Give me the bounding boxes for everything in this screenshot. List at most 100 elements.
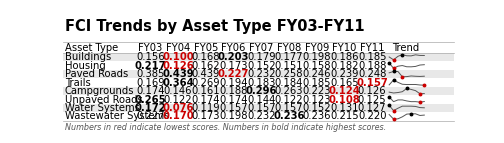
Text: 0.100: 0.100 <box>162 52 194 62</box>
Text: 0.122: 0.122 <box>164 95 193 105</box>
Text: Housing: Housing <box>65 61 106 71</box>
Text: Buildings: Buildings <box>65 52 111 62</box>
Text: 0.152: 0.152 <box>247 61 276 71</box>
Text: FY10: FY10 <box>332 43 357 53</box>
Text: 0.170: 0.170 <box>162 111 194 121</box>
Text: 0.177: 0.177 <box>275 52 303 62</box>
Text: 0.188: 0.188 <box>219 86 247 96</box>
Text: 0.265: 0.265 <box>135 95 166 105</box>
Text: FY06: FY06 <box>221 43 245 53</box>
Text: 0.126: 0.126 <box>358 86 387 96</box>
Text: 0.161: 0.161 <box>192 86 220 96</box>
Text: 0.439: 0.439 <box>192 69 220 79</box>
Text: 0.122: 0.122 <box>275 95 303 105</box>
Text: 0.182: 0.182 <box>330 61 359 71</box>
Text: 0.246: 0.246 <box>302 69 331 79</box>
Text: FY11: FY11 <box>360 43 385 53</box>
Text: 0.165: 0.165 <box>330 78 359 88</box>
Bar <box>63 112 454 121</box>
Text: 0.227: 0.227 <box>136 111 165 121</box>
Text: 0.156: 0.156 <box>136 52 165 62</box>
Text: 0.227: 0.227 <box>218 69 249 79</box>
Text: 0.198: 0.198 <box>302 52 331 62</box>
Text: 0.232: 0.232 <box>247 69 276 79</box>
Text: 0.248: 0.248 <box>358 69 387 79</box>
Text: 0.364: 0.364 <box>162 78 194 88</box>
Text: 0.157: 0.157 <box>247 103 276 113</box>
Text: 0.151: 0.151 <box>275 61 303 71</box>
Text: 0.127: 0.127 <box>358 103 387 113</box>
Text: Trails: Trails <box>65 78 91 88</box>
Text: Asset Type: Asset Type <box>65 43 118 53</box>
Text: 0.173: 0.173 <box>219 61 248 71</box>
Text: 0.174: 0.174 <box>136 86 164 96</box>
Text: 0.169: 0.169 <box>136 78 165 88</box>
Bar <box>63 70 454 78</box>
Text: FY04: FY04 <box>166 43 190 53</box>
Text: 0.217: 0.217 <box>135 61 166 71</box>
Text: 0.232: 0.232 <box>247 111 276 121</box>
Bar <box>63 95 454 104</box>
Text: FY03: FY03 <box>138 43 162 53</box>
Text: 0.385: 0.385 <box>136 69 164 79</box>
Text: Paved Roads: Paved Roads <box>65 69 128 79</box>
Text: 0.173: 0.173 <box>192 111 220 121</box>
Bar <box>63 87 454 95</box>
Bar <box>63 78 454 87</box>
Text: 0.263: 0.263 <box>275 86 303 96</box>
Text: 0.239: 0.239 <box>330 69 359 79</box>
Text: 0.179: 0.179 <box>247 52 276 62</box>
Text: 0.124: 0.124 <box>329 86 360 96</box>
Text: 0.220: 0.220 <box>358 111 387 121</box>
Bar <box>63 61 454 70</box>
Text: 0.223: 0.223 <box>302 86 331 96</box>
Text: 0.168: 0.168 <box>192 52 220 62</box>
Text: Numbers in red indicate lowest scores. Numbers in bold indicate highest scores.: Numbers in red indicate lowest scores. N… <box>65 123 386 132</box>
Text: 0.174: 0.174 <box>192 95 220 105</box>
Text: 0.236: 0.236 <box>273 111 305 121</box>
Text: 0.131: 0.131 <box>330 103 359 113</box>
Text: 0.172: 0.172 <box>135 103 166 113</box>
Text: 0.183: 0.183 <box>247 78 275 88</box>
Text: 0.126: 0.126 <box>162 61 194 71</box>
Text: 0.119: 0.119 <box>192 103 220 113</box>
Text: 0.174: 0.174 <box>219 95 248 105</box>
Text: 0.198: 0.198 <box>219 111 248 121</box>
Text: 0.152: 0.152 <box>302 103 331 113</box>
Text: Trend: Trend <box>393 43 420 53</box>
Text: 0.296: 0.296 <box>245 86 277 96</box>
Text: FY07: FY07 <box>249 43 273 53</box>
Text: 0.157: 0.157 <box>356 78 388 88</box>
Text: FY09: FY09 <box>304 43 329 53</box>
Text: 0.203: 0.203 <box>218 52 249 62</box>
Text: Water Systems: Water Systems <box>65 103 140 113</box>
Bar <box>63 42 454 53</box>
Text: 0.188: 0.188 <box>358 61 387 71</box>
Text: 0.439: 0.439 <box>162 69 194 79</box>
Bar <box>63 104 454 112</box>
Text: 0.144: 0.144 <box>247 95 275 105</box>
Text: FY08: FY08 <box>277 43 301 53</box>
Text: Campgrounds: Campgrounds <box>65 86 135 96</box>
Text: 0.108: 0.108 <box>329 95 360 105</box>
Text: 0.157: 0.157 <box>219 103 248 113</box>
Text: 0.123: 0.123 <box>302 95 331 105</box>
Bar <box>63 53 454 61</box>
Text: 0.184: 0.184 <box>275 78 303 88</box>
Text: 0.269: 0.269 <box>192 78 220 88</box>
Text: 0.162: 0.162 <box>192 61 220 71</box>
Text: 0.076: 0.076 <box>162 103 194 113</box>
Text: 0.215: 0.215 <box>330 111 359 121</box>
Text: 0.185: 0.185 <box>358 52 387 62</box>
Text: FY05: FY05 <box>194 43 218 53</box>
Text: 0.125: 0.125 <box>358 95 387 105</box>
Text: Wastewater Systems: Wastewater Systems <box>65 111 169 121</box>
Text: 0.146: 0.146 <box>164 86 193 96</box>
Text: 0.258: 0.258 <box>275 69 303 79</box>
Text: 0.158: 0.158 <box>302 61 331 71</box>
Text: 0.157: 0.157 <box>275 103 303 113</box>
Text: Unpaved Roads: Unpaved Roads <box>65 95 143 105</box>
Text: 0.185: 0.185 <box>302 78 331 88</box>
Text: 0.186: 0.186 <box>330 52 359 62</box>
Text: FCI Trends by Asset Type FY03-FY11: FCI Trends by Asset Type FY03-FY11 <box>65 19 364 34</box>
